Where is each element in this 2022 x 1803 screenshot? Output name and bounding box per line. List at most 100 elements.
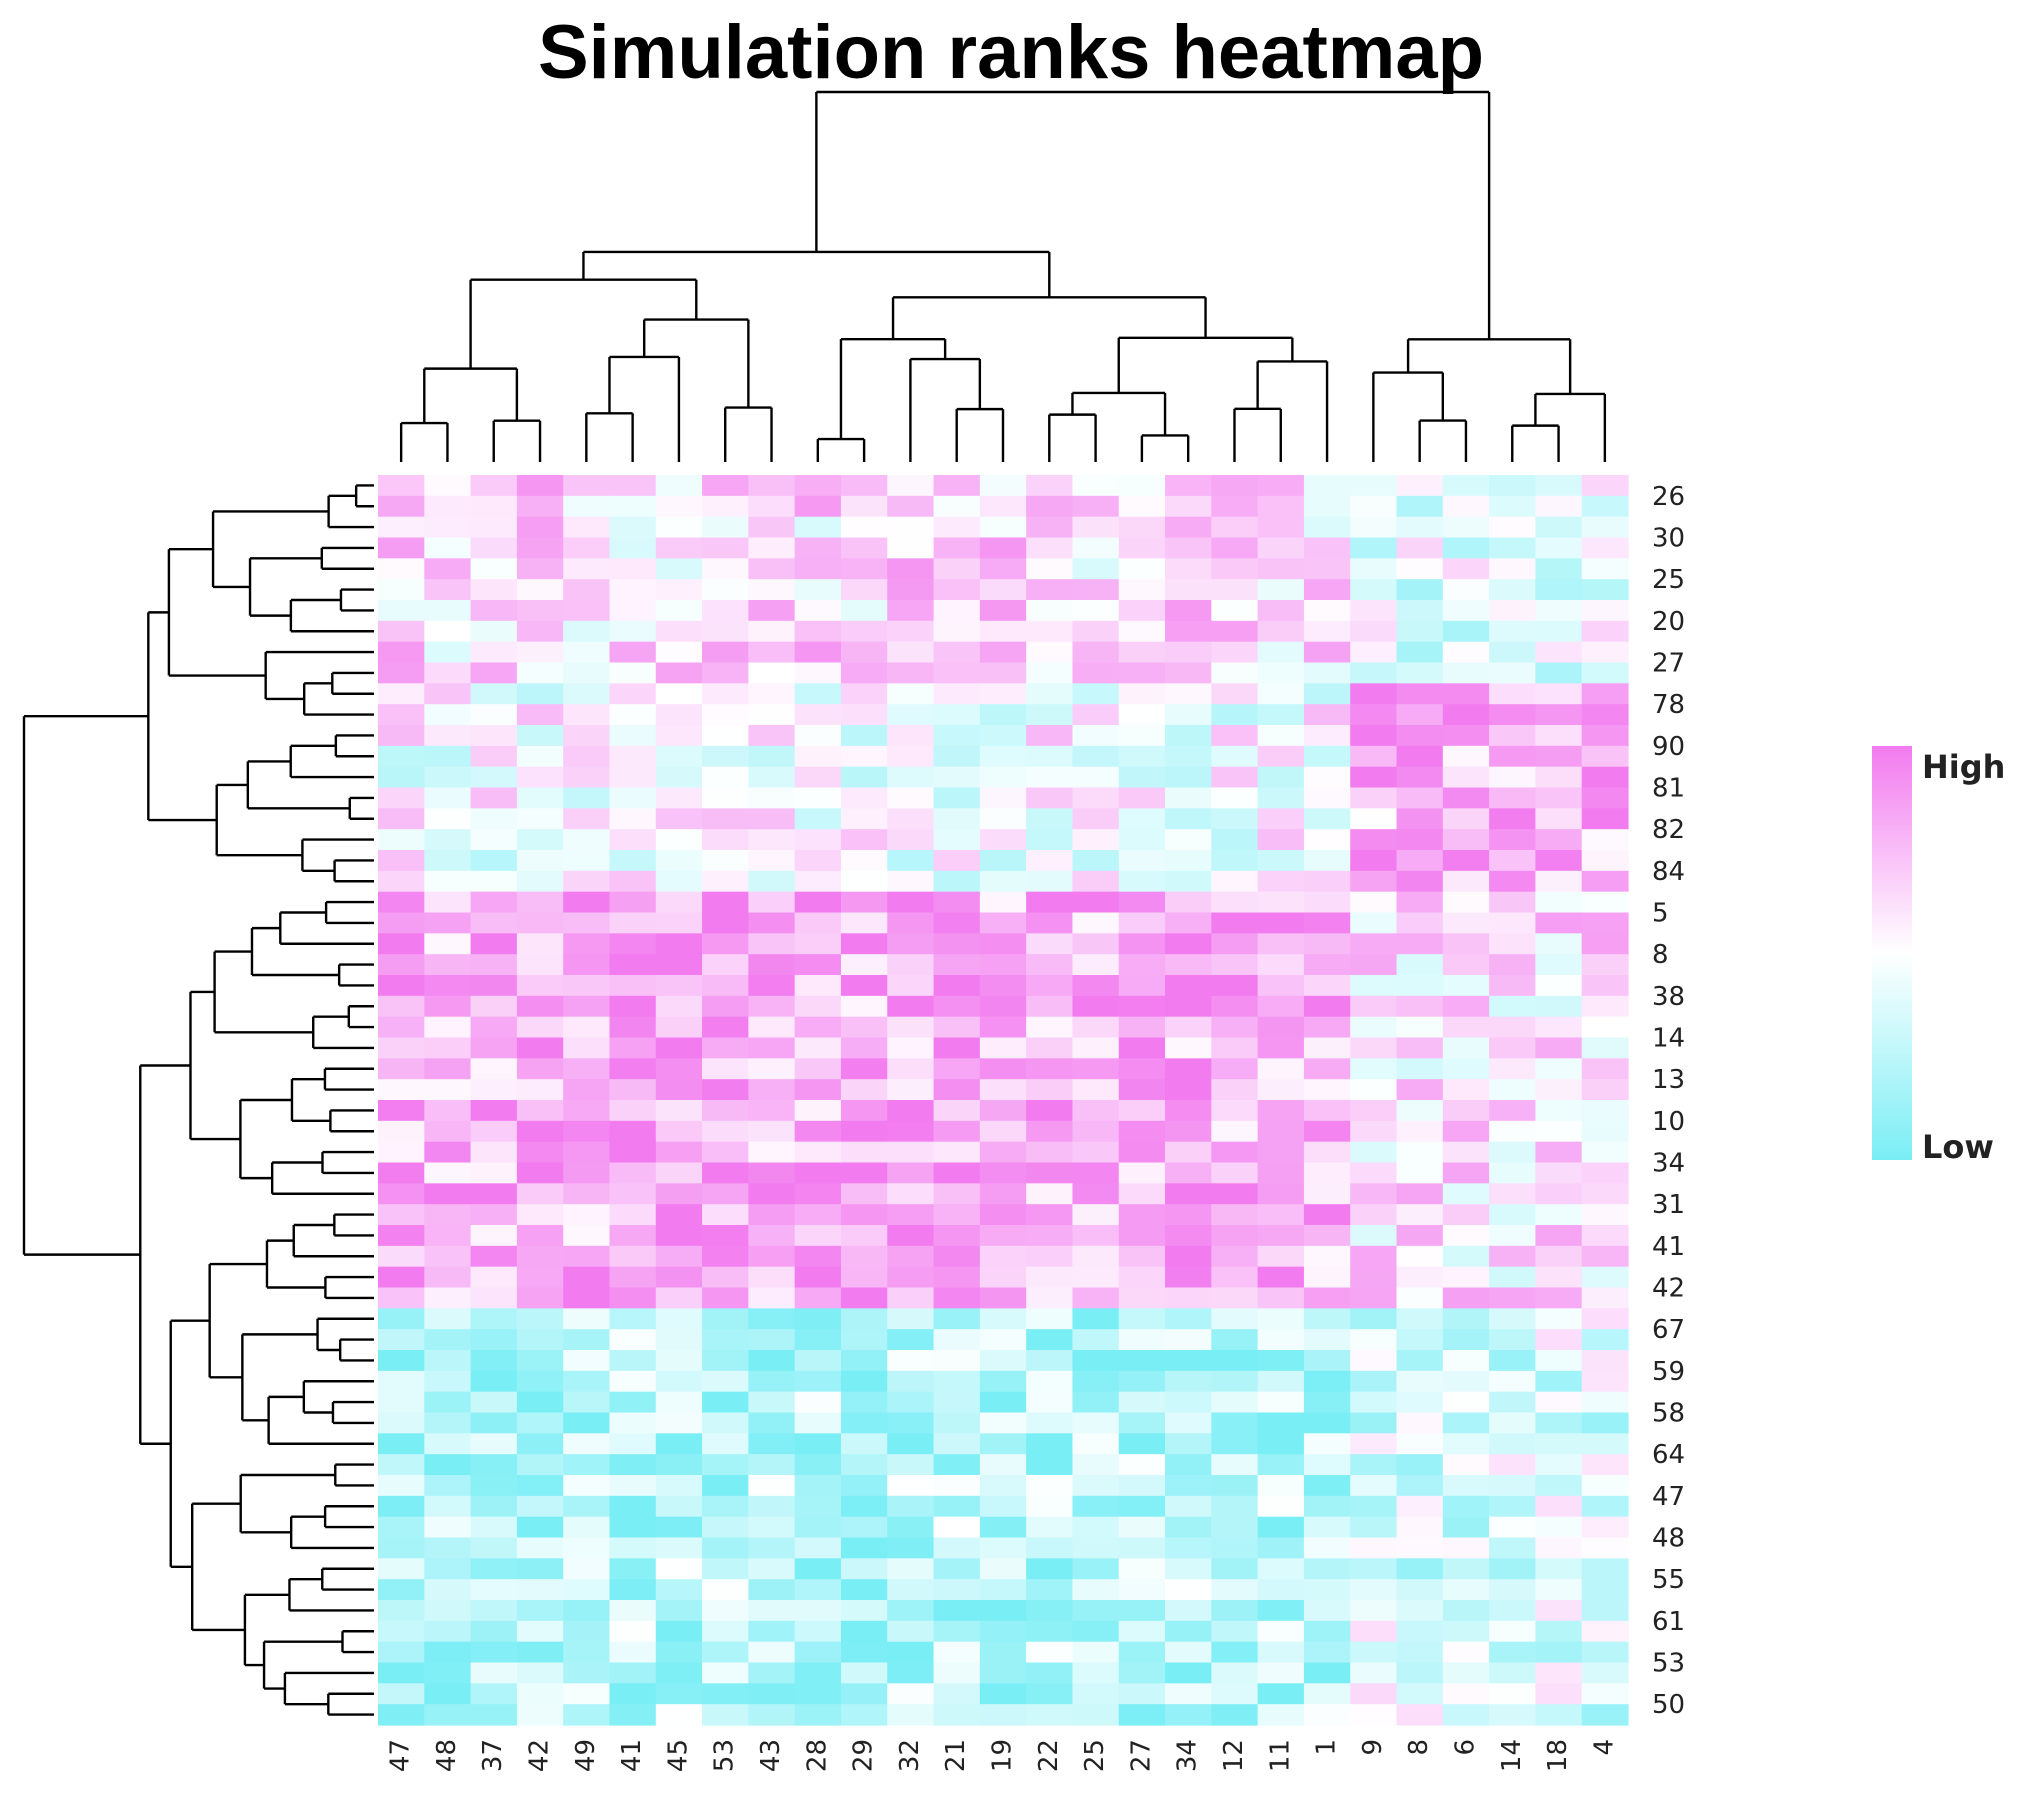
heatmap-cell xyxy=(1257,1183,1305,1205)
heatmap-cell xyxy=(516,516,564,539)
heatmap-cell xyxy=(702,1058,749,1080)
heatmap-cell xyxy=(794,683,842,705)
heatmap-cell xyxy=(470,1245,518,1268)
heatmap-cell xyxy=(1072,808,1120,830)
heatmap-cell xyxy=(1350,1475,1398,1497)
heatmap-cell xyxy=(1350,641,1398,664)
heatmap-cell xyxy=(1211,1204,1259,1226)
heatmap-cell xyxy=(1211,475,1259,497)
heatmap-cell xyxy=(1118,745,1166,768)
heatmap-cell xyxy=(1118,1704,1166,1726)
heatmap-cell xyxy=(609,1329,657,1351)
heatmap-cell xyxy=(933,495,981,518)
column-label: 6 xyxy=(1450,1739,1480,1756)
heatmap-cell xyxy=(378,600,425,622)
heatmap-cell xyxy=(1165,1600,1212,1622)
heatmap-cell xyxy=(1489,1266,1537,1289)
heatmap-cell xyxy=(933,1579,981,1601)
heatmap-cell xyxy=(933,1558,981,1580)
heatmap-cell xyxy=(1257,725,1305,747)
heatmap-cell xyxy=(563,1204,611,1226)
heatmap-cell xyxy=(1442,1079,1490,1101)
heatmap-cell xyxy=(424,1266,472,1289)
heatmap-cell xyxy=(840,891,888,914)
heatmap-cell xyxy=(1165,1183,1212,1205)
heatmap-cell xyxy=(1165,1058,1212,1080)
heatmap-cell xyxy=(840,1350,888,1372)
heatmap-cell xyxy=(1535,787,1583,809)
heatmap-cell xyxy=(655,745,703,768)
heatmap-cell xyxy=(424,1225,472,1247)
heatmap-cell xyxy=(794,808,842,830)
heatmap-cell xyxy=(378,1016,425,1039)
heatmap-cell xyxy=(516,1600,564,1622)
heatmap-cell xyxy=(794,1058,842,1080)
heatmap-cell xyxy=(1257,1641,1305,1664)
heatmap-cell xyxy=(1026,600,1074,622)
heatmap-cell xyxy=(1535,1600,1583,1622)
heatmap-cell xyxy=(424,1641,472,1664)
heatmap-cell xyxy=(609,1537,657,1559)
heatmap-cell xyxy=(702,1266,749,1289)
heatmap-cell xyxy=(655,516,703,539)
heatmap-cell xyxy=(1257,954,1305,976)
heatmap-cell xyxy=(1350,1058,1398,1080)
row-label: 61 xyxy=(1652,1607,1685,1637)
heatmap-cell xyxy=(1350,954,1398,976)
heatmap-cell xyxy=(1211,1162,1259,1184)
heatmap-cell xyxy=(563,850,611,872)
heatmap-cell xyxy=(887,1204,935,1226)
heatmap-cell xyxy=(1118,558,1166,580)
heatmap-cell xyxy=(887,1350,935,1372)
heatmap-cell xyxy=(470,1600,518,1622)
heatmap-cell xyxy=(1442,662,1490,684)
heatmap-cell xyxy=(1489,1433,1537,1455)
heatmap-cell xyxy=(609,1183,657,1205)
heatmap-cell xyxy=(1442,1412,1490,1434)
heatmap-cell xyxy=(1442,725,1490,747)
heatmap-cell xyxy=(1350,1537,1398,1559)
heatmap-cell xyxy=(1535,1537,1583,1559)
heatmap-cell xyxy=(1165,975,1212,997)
heatmap-cell xyxy=(1581,1475,1629,1497)
heatmap-cell xyxy=(1026,829,1074,851)
heatmap-cell xyxy=(1072,1141,1120,1164)
heatmap-cell xyxy=(702,495,749,518)
heatmap-cell xyxy=(702,683,749,705)
heatmap-cell xyxy=(1535,1412,1583,1434)
heatmap-cell xyxy=(424,1079,472,1101)
heatmap-cell xyxy=(655,1600,703,1622)
heatmap-cell xyxy=(470,683,518,705)
heatmap-cell xyxy=(1350,704,1398,726)
heatmap-cell xyxy=(840,870,888,893)
heatmap-cell xyxy=(794,1016,842,1039)
heatmap-cell xyxy=(1211,1266,1259,1289)
heatmap-cell xyxy=(1072,1683,1120,1705)
heatmap-cell xyxy=(1489,558,1537,580)
heatmap-cell xyxy=(655,704,703,726)
heatmap-cell xyxy=(748,1308,796,1330)
heatmap-cell xyxy=(1350,1579,1398,1601)
heatmap-cell xyxy=(1026,1516,1074,1539)
heatmap-cell xyxy=(1581,1308,1629,1330)
heatmap-cell xyxy=(794,1079,842,1101)
column-label: 53 xyxy=(710,1739,740,1772)
heatmap-cell xyxy=(1581,662,1629,684)
heatmap-cell xyxy=(794,600,842,622)
heatmap-cell xyxy=(655,975,703,997)
heatmap-cell xyxy=(840,1329,888,1351)
heatmap-cell xyxy=(748,954,796,976)
heatmap-cell xyxy=(609,516,657,539)
heatmap-cell xyxy=(424,704,472,726)
column-label: 1 xyxy=(1312,1739,1342,1756)
heatmap-cell xyxy=(470,600,518,622)
heatmap-cell xyxy=(1535,1016,1583,1039)
heatmap-cell xyxy=(887,1037,935,1059)
heatmap-cell xyxy=(655,1495,703,1518)
heatmap-cell xyxy=(1489,1704,1537,1726)
heatmap-cell xyxy=(1535,1204,1583,1226)
heatmap-cell xyxy=(702,1558,749,1580)
heatmap-cell xyxy=(655,1225,703,1247)
heatmap-cell xyxy=(933,1245,981,1268)
heatmap-cell xyxy=(702,1412,749,1434)
